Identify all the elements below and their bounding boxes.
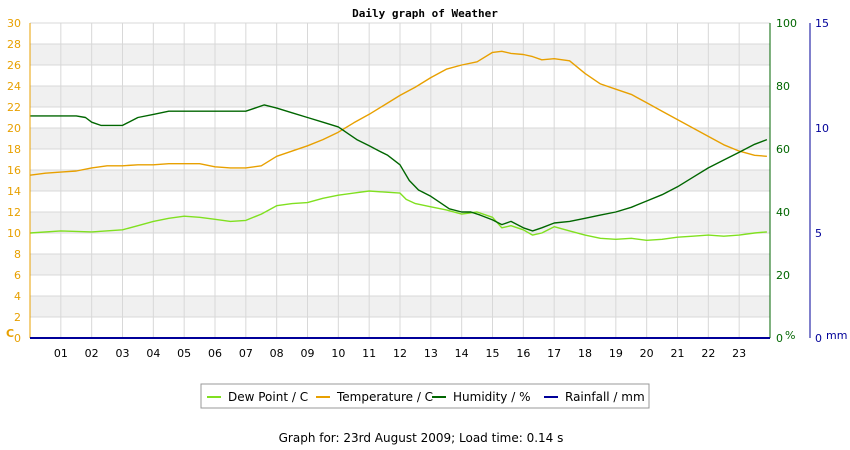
- humidity-tick-label: 80: [776, 80, 790, 93]
- left-axis-unit: C: [6, 327, 14, 340]
- humidity-tick-label: 40: [776, 206, 790, 219]
- left-tick-label: 2: [14, 311, 21, 324]
- x-tick-label: 05: [177, 347, 191, 360]
- axis-lines: [29, 23, 811, 339]
- left-tick-label: 18: [7, 143, 21, 156]
- left-tick-label: 22: [7, 101, 21, 114]
- x-tick-label: 01: [54, 347, 68, 360]
- left-tick-label: 8: [14, 248, 21, 261]
- chart-title: Daily graph of Weather: [352, 7, 498, 20]
- humidity-tick-label: 100: [776, 17, 797, 30]
- x-tick-label: 02: [85, 347, 99, 360]
- humidity-tick-label: 0: [776, 332, 783, 345]
- rainfall-tick-label: 5: [815, 227, 822, 240]
- legend-label-humidity: Humidity / %: [453, 390, 530, 404]
- left-tick-label: 6: [14, 269, 21, 282]
- left-tick-label: 4: [14, 290, 21, 303]
- humidity-axis-unit: %: [785, 329, 795, 342]
- x-axis-ticks: 01 02 03 04 05 06 07 08 09 10 11 12 13 14 15 16 17 18 19 20…: [54, 347, 746, 360]
- legend-label-temperature: Temperature / C: [336, 390, 433, 404]
- x-tick-label: 15: [486, 347, 500, 360]
- x-tick-label: 23: [732, 347, 746, 360]
- x-tick-label: 12: [393, 347, 407, 360]
- legend-label-dew-point: Dew Point / C: [228, 390, 308, 404]
- x-tick-label: 06: [208, 347, 222, 360]
- x-tick-label: 08: [270, 347, 284, 360]
- x-tick-label: 11: [362, 347, 376, 360]
- x-tick-label: 07: [239, 347, 253, 360]
- left-tick-label: 0: [14, 332, 21, 345]
- dew-point-line: [29, 190, 767, 242]
- legend: Dew Point / C Temperature / C Humidity / %…: [200, 383, 650, 409]
- x-tick-label: 10: [331, 347, 345, 360]
- left-tick-label: 24: [7, 80, 21, 93]
- x-tick-label: 20: [640, 347, 654, 360]
- grid-lines: [30, 22, 770, 339]
- humidity-line: [30, 104, 768, 232]
- left-tick-label: 14: [7, 185, 21, 198]
- x-tick-label: 16: [516, 347, 530, 360]
- x-tick-label: 09: [301, 347, 315, 360]
- left-tick-label: 30: [7, 17, 21, 30]
- x-tick-label: 17: [547, 347, 561, 360]
- left-tick-label: 10: [7, 227, 21, 240]
- temperature-line: [29, 50, 767, 176]
- legend-box: [200, 383, 650, 409]
- x-tick-label: 03: [116, 347, 130, 360]
- rainfall-axis-ticks: 0 5 10 15: [815, 17, 829, 345]
- footer-text: Graph for: 23rd August 2009; Load time: …: [279, 431, 564, 445]
- humidity-tick-label: 20: [776, 269, 790, 282]
- x-tick-label: 19: [609, 347, 623, 360]
- rainfall-tick-label: 15: [815, 17, 829, 30]
- x-tick-label: 13: [424, 347, 438, 360]
- x-tick-label: 18: [578, 347, 592, 360]
- rainfall-tick-label: 0: [815, 332, 822, 345]
- rainfall-tick-label: 10: [815, 122, 829, 135]
- x-tick-label: 04: [146, 347, 160, 360]
- left-tick-label: 28: [7, 38, 21, 51]
- left-tick-label: 26: [7, 59, 21, 72]
- x-tick-label: 22: [701, 347, 715, 360]
- humidity-axis-ticks: 0 20 40 60 80 100: [776, 17, 797, 345]
- humidity-tick-label: 60: [776, 143, 790, 156]
- left-tick-label: 20: [7, 122, 21, 135]
- legend-label-rainfall: Rainfall / mm: [565, 390, 645, 404]
- left-tick-label: 16: [7, 164, 21, 177]
- x-tick-label: 21: [671, 347, 685, 360]
- rainfall-axis-unit: mm: [826, 329, 847, 342]
- left-tick-label: 12: [7, 206, 21, 219]
- x-tick-label: 14: [455, 347, 469, 360]
